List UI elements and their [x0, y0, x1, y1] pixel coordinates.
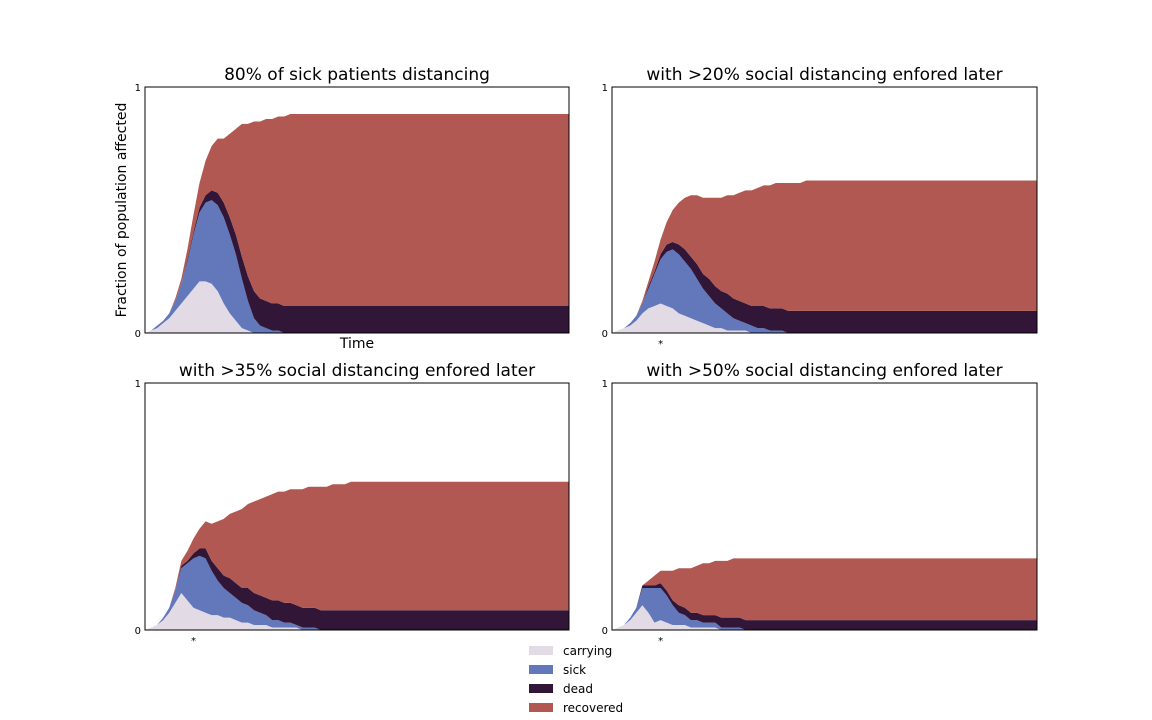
- y-tick-label: 0: [602, 329, 608, 340]
- subplot-title: with >20% social distancing enfored late…: [646, 65, 1002, 85]
- subplot-4: with >50% social distancing enfored late…: [602, 361, 1038, 647]
- legend-swatch: [529, 684, 553, 693]
- y-tick-label: 1: [602, 83, 608, 94]
- subplot-3: with >35% social distancing enfored late…: [135, 361, 570, 647]
- y-tick-label: 0: [602, 626, 608, 637]
- area-recovered: [145, 481, 569, 630]
- legend: carrying sick dead recovered: [529, 644, 623, 715]
- subplot-title: with >35% social distancing enfored late…: [179, 361, 535, 381]
- area-carrying: [612, 303, 1037, 333]
- area-sick: [145, 200, 569, 333]
- area-dead: [612, 583, 1037, 630]
- legend-entry-recovered: recovered: [529, 701, 623, 715]
- intervention-marker: *: [191, 636, 196, 647]
- legend-label: dead: [563, 682, 593, 696]
- area-sick: [145, 555, 569, 630]
- area-dead: [145, 548, 569, 630]
- axes-frame: [144, 86, 570, 334]
- intervention-marker: *: [658, 636, 663, 647]
- y-tick-label: 1: [135, 379, 141, 390]
- subplot-title: 80% of sick patients distancing: [224, 65, 490, 85]
- legend-entry-carrying: carrying: [529, 644, 612, 658]
- area-carrying: [612, 605, 1037, 630]
- area-recovered: [612, 558, 1037, 630]
- legend-swatch: [529, 665, 553, 674]
- legend-label: carrying: [563, 644, 612, 658]
- legend-swatch: [529, 646, 553, 655]
- axes-frame: [611, 86, 1038, 334]
- y-tick-label: 1: [135, 83, 141, 94]
- area-dead: [145, 190, 569, 333]
- area-recovered: [612, 180, 1037, 333]
- legend-label: sick: [563, 663, 586, 677]
- legend-entry-sick: sick: [529, 663, 586, 677]
- legend-label: recovered: [563, 701, 623, 715]
- subplot-title: with >50% social distancing enfored late…: [646, 361, 1002, 381]
- y-tick-label: 1: [602, 379, 608, 390]
- area-recovered: [145, 114, 569, 333]
- area-carrying: [145, 592, 569, 630]
- legend-entry-dead: dead: [529, 682, 593, 696]
- subplot-grid: 80% of sick patients distancing 0 1 Time Fra…: [114, 65, 1038, 647]
- y-axis-label: Fraction of population affected: [114, 103, 130, 318]
- y-tick-label: 0: [135, 626, 141, 637]
- subplot-2: with >20% social distancing enfored late…: [602, 65, 1038, 350]
- x-axis-label: Time: [339, 336, 374, 352]
- area-dead: [612, 241, 1037, 333]
- area-carrying: [145, 281, 569, 333]
- axes-frame: [611, 382, 1038, 631]
- subplot-1: 80% of sick patients distancing 0 1 Time Fra…: [114, 65, 570, 352]
- y-tick-label: 0: [135, 329, 141, 340]
- area-sick: [612, 249, 1037, 333]
- legend-swatch: [529, 703, 553, 712]
- area-sick: [612, 588, 1037, 630]
- intervention-marker: *: [658, 339, 663, 350]
- axes-frame: [144, 382, 570, 631]
